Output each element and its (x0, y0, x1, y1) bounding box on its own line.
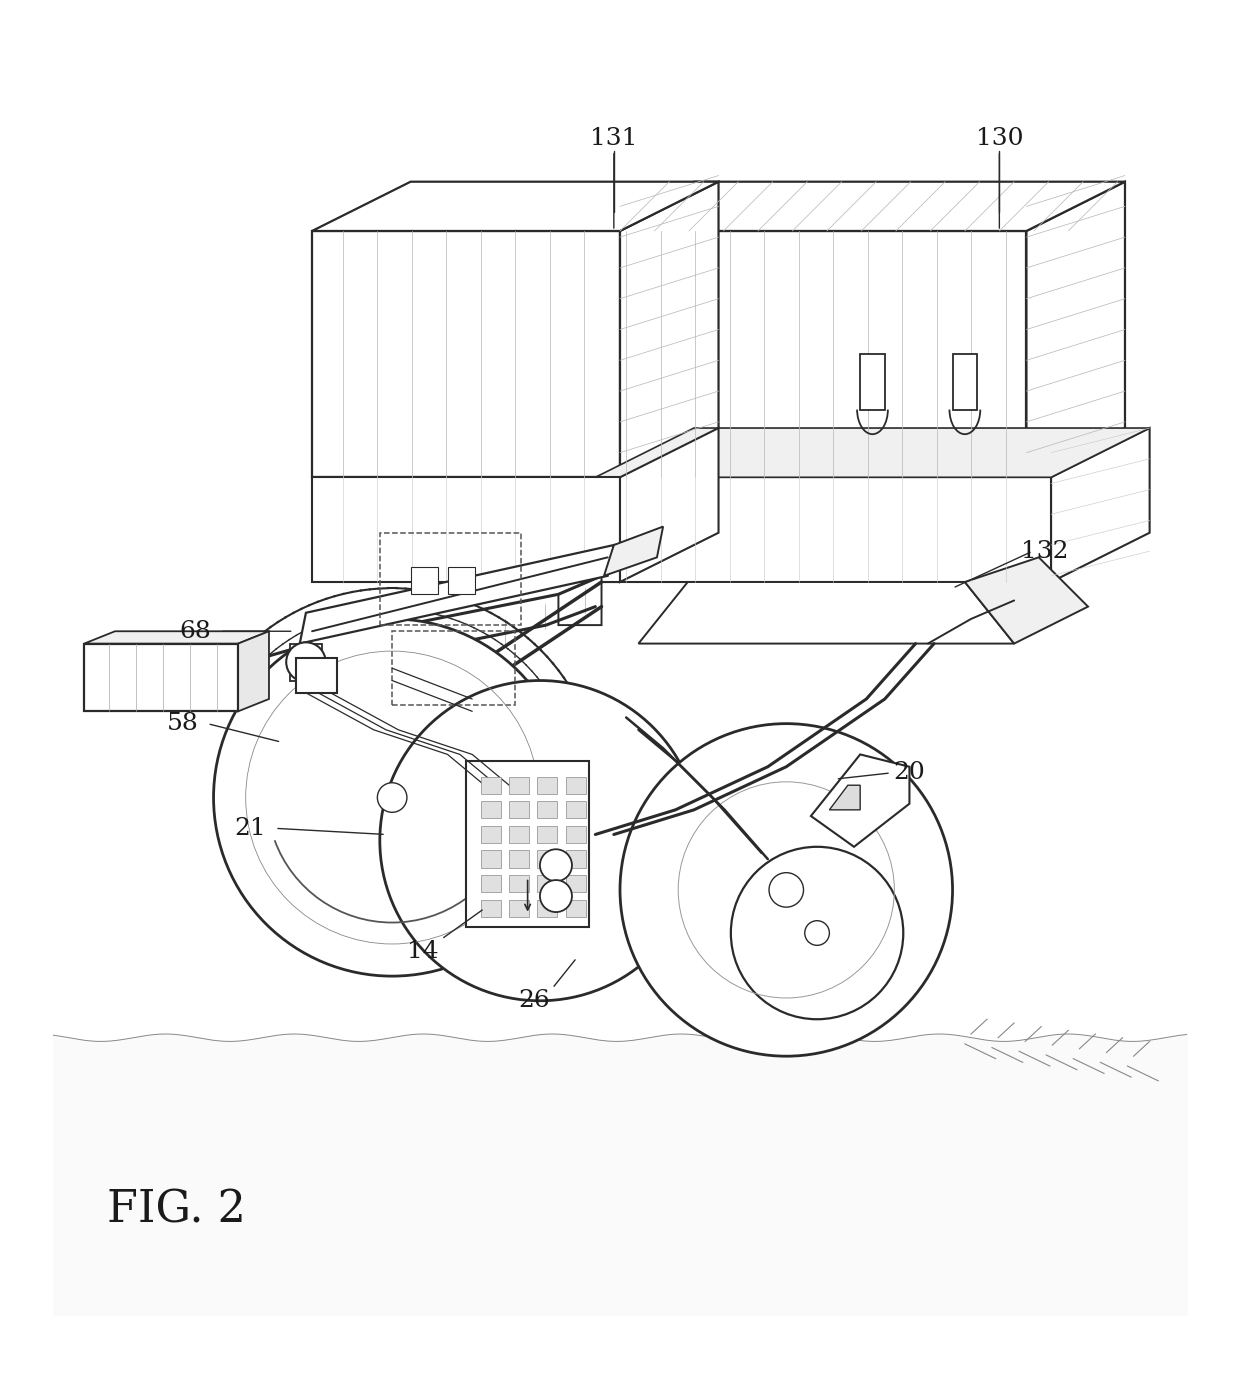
Polygon shape (296, 658, 337, 693)
Polygon shape (84, 643, 238, 712)
Polygon shape (312, 477, 620, 582)
Bar (481, 875, 501, 892)
Circle shape (769, 872, 804, 907)
Polygon shape (300, 545, 614, 643)
Text: 26: 26 (518, 990, 549, 1012)
Polygon shape (290, 643, 322, 681)
Circle shape (377, 783, 407, 812)
Circle shape (213, 619, 570, 976)
Polygon shape (952, 354, 977, 410)
Bar (510, 900, 528, 917)
Bar (510, 777, 528, 794)
Polygon shape (604, 527, 663, 576)
Polygon shape (466, 761, 589, 927)
Text: 130: 130 (976, 127, 1023, 150)
Circle shape (526, 826, 554, 856)
Polygon shape (1052, 428, 1149, 582)
Polygon shape (830, 786, 861, 809)
Bar (510, 875, 528, 892)
Bar (537, 875, 557, 892)
Bar (481, 900, 501, 917)
Bar (565, 777, 585, 794)
Polygon shape (1027, 182, 1125, 477)
Circle shape (379, 681, 701, 1001)
Polygon shape (558, 576, 601, 625)
Circle shape (286, 642, 326, 682)
Bar (481, 777, 501, 794)
Polygon shape (312, 231, 620, 477)
Bar (565, 875, 585, 892)
Polygon shape (811, 755, 909, 847)
Bar (565, 850, 585, 868)
Circle shape (730, 847, 903, 1019)
Text: 21: 21 (234, 816, 267, 840)
Text: 132: 132 (1022, 540, 1069, 563)
Polygon shape (861, 354, 885, 410)
Polygon shape (84, 632, 269, 643)
Text: 131: 131 (590, 127, 637, 150)
Bar (565, 826, 585, 843)
Polygon shape (639, 582, 1014, 643)
Text: FIG. 2: FIG. 2 (107, 1188, 246, 1232)
Polygon shape (595, 182, 1125, 231)
Circle shape (539, 849, 572, 881)
Text: 68: 68 (180, 619, 211, 643)
Polygon shape (312, 182, 718, 231)
Bar (537, 850, 557, 868)
Bar (565, 900, 585, 917)
Polygon shape (238, 632, 269, 712)
Bar (448, 568, 475, 594)
Bar (565, 801, 585, 818)
Bar (537, 777, 557, 794)
Polygon shape (620, 428, 718, 582)
Bar (481, 801, 501, 818)
Text: 14: 14 (407, 939, 439, 963)
Bar (510, 850, 528, 868)
Polygon shape (595, 477, 1052, 582)
Bar (481, 850, 501, 868)
Polygon shape (620, 182, 718, 477)
Polygon shape (595, 428, 1149, 477)
Circle shape (539, 881, 572, 911)
Bar (410, 568, 438, 594)
Bar (537, 826, 557, 843)
Polygon shape (965, 558, 1087, 643)
Circle shape (805, 921, 830, 945)
Bar (537, 801, 557, 818)
Circle shape (620, 724, 952, 1055)
Text: 58: 58 (167, 712, 198, 735)
Bar (537, 900, 557, 917)
Bar (481, 826, 501, 843)
Bar (510, 826, 528, 843)
Bar (510, 801, 528, 818)
Text: 20: 20 (894, 762, 925, 784)
Polygon shape (595, 231, 1027, 477)
